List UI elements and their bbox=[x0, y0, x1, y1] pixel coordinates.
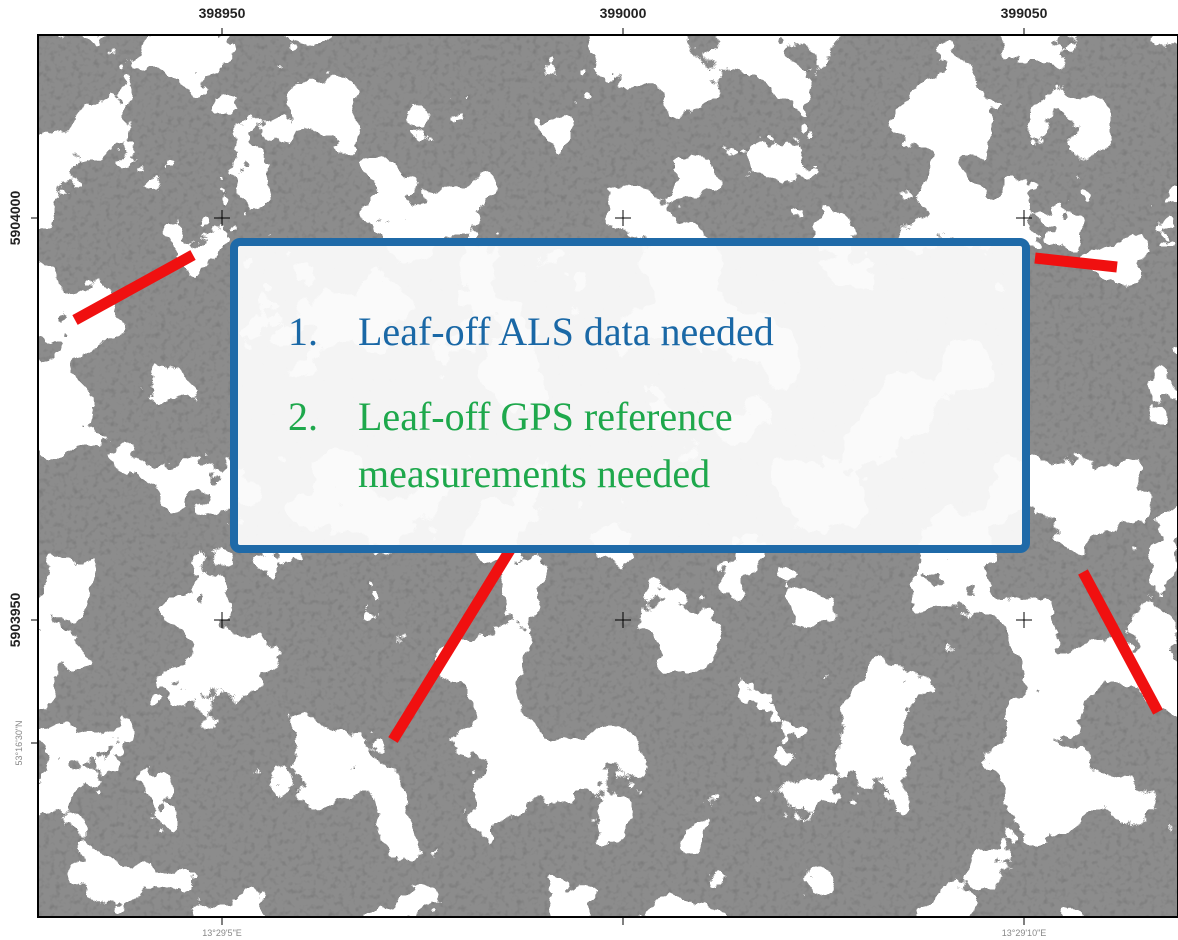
note-text: Leaf-off GPS reference bbox=[358, 394, 733, 439]
bottom-label: 13°29'5"E bbox=[202, 928, 242, 938]
note-text: measurements needed bbox=[358, 451, 710, 496]
top-label: 399050 bbox=[1001, 5, 1048, 21]
top-label: 398950 bbox=[199, 5, 246, 21]
top-label: 399000 bbox=[600, 5, 647, 21]
left-label: 5904000 bbox=[7, 191, 23, 246]
left-label: 5903950 bbox=[7, 593, 23, 648]
left-label: 53°16'30"N bbox=[14, 720, 24, 765]
note-text: Leaf-off ALS data needed bbox=[358, 309, 774, 354]
map-figure: 398950 399000 399050 5904000 5903950 53°… bbox=[0, 0, 1178, 940]
note-number: 1. bbox=[288, 309, 318, 354]
note-number: 2. bbox=[288, 394, 318, 439]
bottom-label: 13°29'10"E bbox=[1002, 928, 1047, 938]
page: {"map": { "top_labels": ["398950", "3990… bbox=[0, 0, 1178, 940]
